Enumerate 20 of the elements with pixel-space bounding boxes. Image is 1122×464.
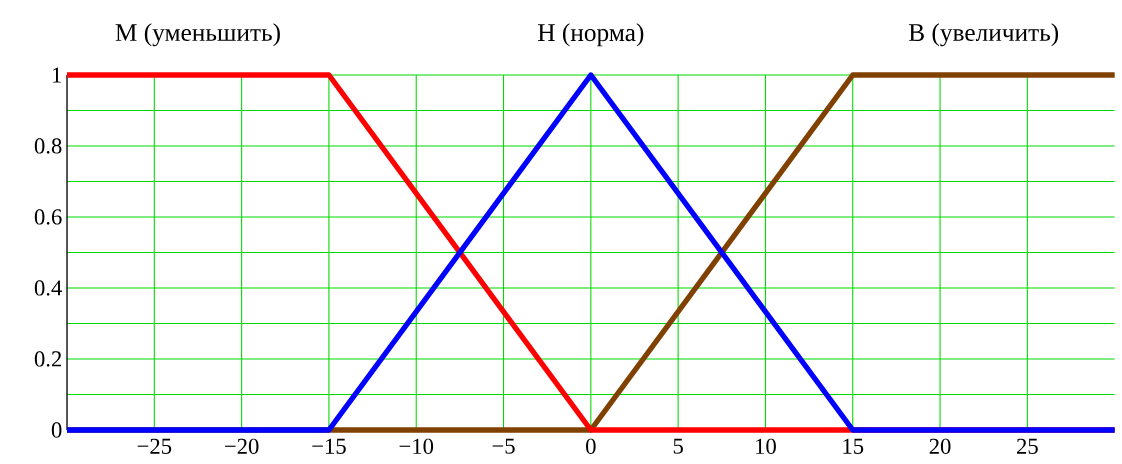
y-tick-label: 0.6 [34,209,62,225]
x-tick-label: −20 [225,438,259,454]
y-tick-label: 0.8 [34,138,62,154]
x-tick-label: −15 [312,438,346,454]
y-tick-label: 0 [51,422,62,438]
x-tick-label: 20 [929,438,951,454]
x-tick-label: −25 [137,438,172,454]
series-label: Н (норма) [538,23,644,47]
y-tick-label: 1 [52,67,61,83]
x-tick-label: 15 [843,438,864,454]
series-label: М (уменьшить) [115,23,280,47]
y-tick-label: 0.2 [34,351,62,367]
series-label: В (увеличить) [908,23,1059,47]
x-tick-label: 10 [756,438,776,454]
x-tick-label: 5 [673,438,683,454]
x-tick-label: −5 [492,438,515,454]
x-tick-label: 25 [1017,438,1038,454]
y-tick-label: 0.4 [34,280,62,296]
x-tick-label: 0 [586,438,596,454]
x-tick-label: −10 [399,438,434,454]
